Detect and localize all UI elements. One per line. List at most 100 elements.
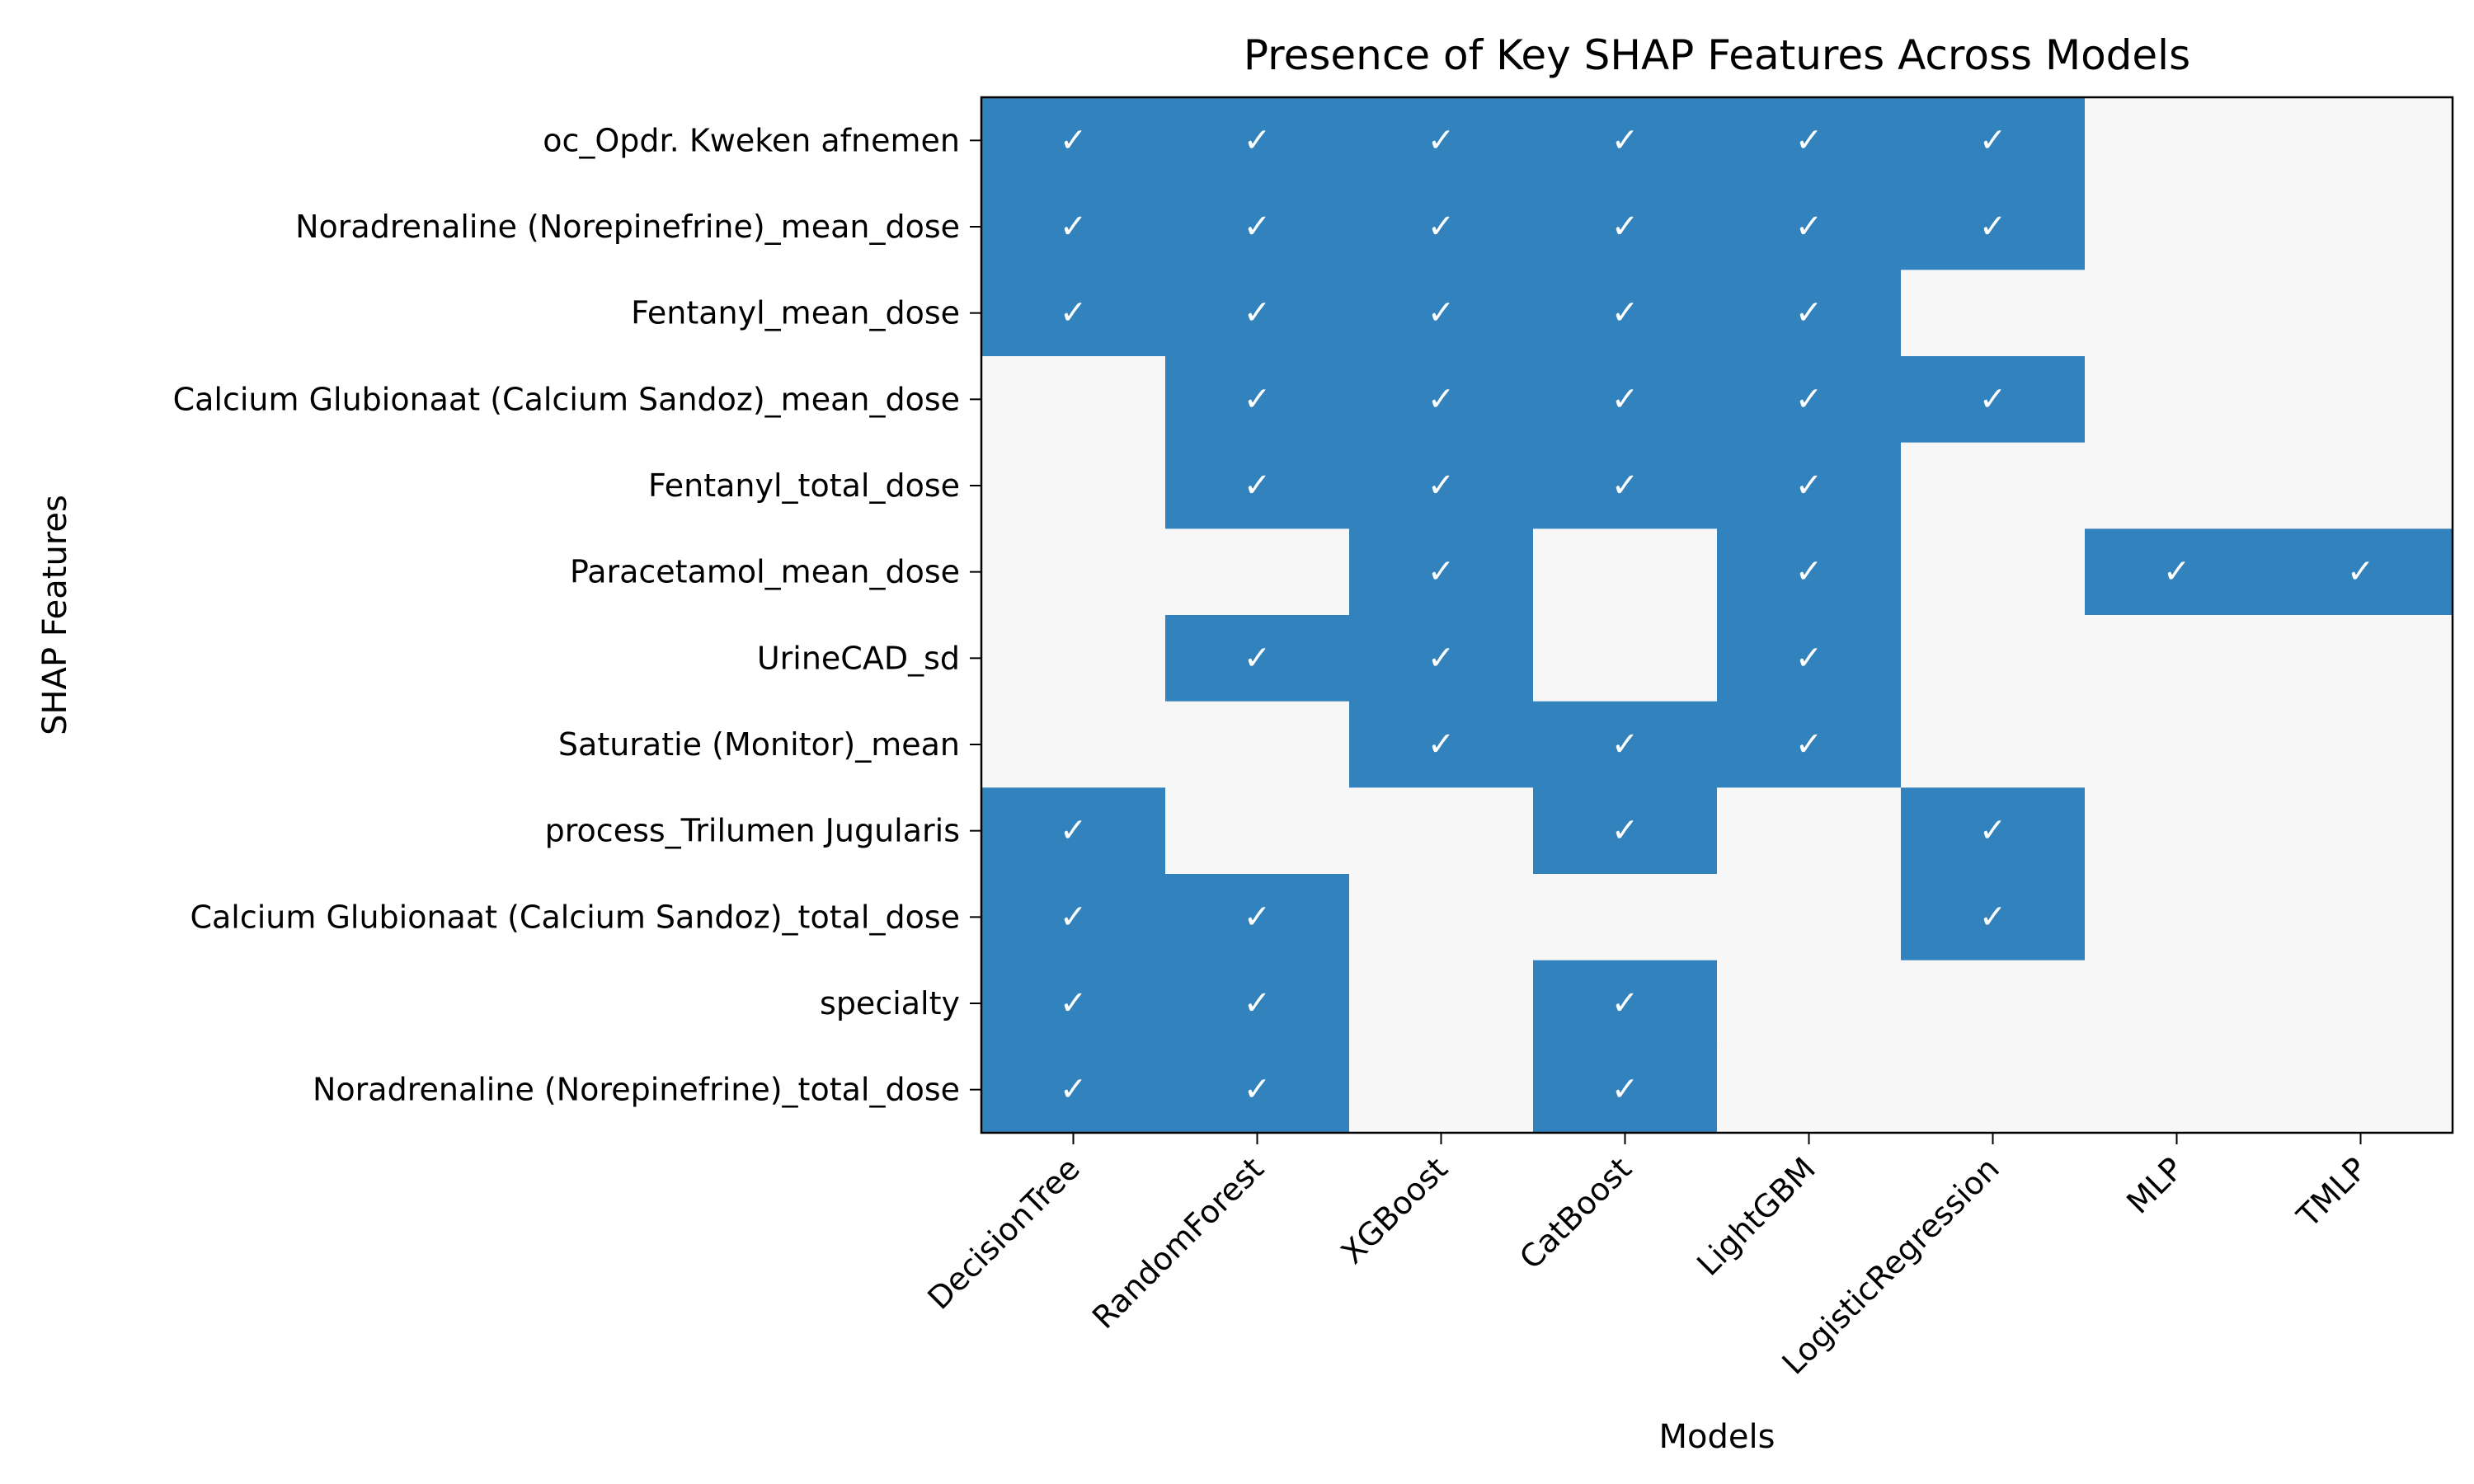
cell-calcium-glubionaat-calcium-sandoz-mean-dose-logisticregression <box>1901 356 2086 444</box>
cell-specialty-mlp <box>2085 960 2269 1047</box>
cell-calcium-glubionaat-calcium-sandoz-mean-dose-decisiontree <box>981 356 1166 444</box>
check-mark: ✓ <box>1244 380 1272 418</box>
cell-fentanyl-total-dose-tmlp <box>2269 442 2453 529</box>
y-tick-label: process_Trilumen Jugularis <box>545 813 960 849</box>
cell-paracetamol-mean-dose-mlp <box>2085 528 2269 616</box>
cell-paracetamol-mean-dose-logisticregression <box>1901 528 2086 616</box>
cell-process-trilumen-jugularis-mlp <box>2085 787 2269 875</box>
check-mark: ✓ <box>1979 812 2007 850</box>
cell-noradrenaline-norepinefrine-mean-dose-mlp <box>2085 183 2269 270</box>
cell-noradrenaline-norepinefrine-mean-dose-logisticregression <box>1901 183 2086 270</box>
cell-oc-opdr-kweken-afnemen-randomforest <box>1165 97 1350 185</box>
cell-paracetamol-mean-dose-catboost <box>1533 528 1718 616</box>
cell-calcium-glubionaat-calcium-sandoz-total-dose-lightgbm <box>1717 874 1902 961</box>
check-mark: ✓ <box>1611 380 1639 418</box>
cell-noradrenaline-norepinefrine-mean-dose-catboost <box>1533 183 1718 270</box>
check-mark: ✓ <box>1244 121 1272 159</box>
cell-noradrenaline-norepinefrine-total-dose-logisticregression <box>1901 1046 2086 1134</box>
cell-specialty-lightgbm <box>1717 960 1902 1047</box>
cell-noradrenaline-norepinefrine-mean-dose-xgboost <box>1349 183 1534 270</box>
cell-fentanyl-total-dose-logisticregression <box>1901 442 2086 529</box>
cell-calcium-glubionaat-calcium-sandoz-total-dose-catboost <box>1533 874 1718 961</box>
cell-fentanyl-mean-dose-xgboost <box>1349 270 1534 357</box>
check-mark: ✓ <box>1979 208 2007 246</box>
check-mark: ✓ <box>1244 1071 1272 1109</box>
y-tick-label: Fentanyl_total_dose <box>648 467 960 504</box>
cell-fentanyl-mean-dose-mlp <box>2085 270 2269 357</box>
check-mark: ✓ <box>1427 553 1456 591</box>
cell-noradrenaline-norepinefrine-mean-dose-tmlp <box>2269 183 2453 270</box>
cell-oc-opdr-kweken-afnemen-tmlp <box>2269 97 2453 185</box>
cell-fentanyl-total-dose-decisiontree <box>981 442 1166 529</box>
check-mark: ✓ <box>1244 467 1272 505</box>
check-mark: ✓ <box>1795 639 1823 677</box>
cell-fentanyl-total-dose-mlp <box>2085 442 2269 529</box>
cell-noradrenaline-norepinefrine-mean-dose-randomforest <box>1165 183 1350 270</box>
check-mark: ✓ <box>1427 726 1456 763</box>
check-mark: ✓ <box>1427 121 1456 159</box>
cell-saturatie-monitor-mean-logisticregression <box>1901 701 2086 788</box>
check-mark: ✓ <box>1244 294 1272 332</box>
cell-paracetamol-mean-dose-tmlp <box>2269 528 2453 616</box>
check-mark: ✓ <box>1060 898 1088 936</box>
cell-oc-opdr-kweken-afnemen-decisiontree <box>981 97 1166 185</box>
cell-urinecad-sd-decisiontree <box>981 615 1166 702</box>
cell-paracetamol-mean-dose-decisiontree <box>981 528 1166 616</box>
cell-fentanyl-mean-dose-logisticregression <box>1901 270 2086 357</box>
cell-fentanyl-total-dose-xgboost <box>1349 442 1534 529</box>
cell-calcium-glubionaat-calcium-sandoz-mean-dose-catboost <box>1533 356 1718 444</box>
cell-saturatie-monitor-mean-tmlp <box>2269 701 2453 788</box>
y-tick-label: Calcium Glubionaat (Calcium Sandoz)_tota… <box>190 899 960 935</box>
cell-paracetamol-mean-dose-randomforest <box>1165 528 1350 616</box>
x-axis-label: Models <box>1659 1418 1776 1456</box>
check-mark: ✓ <box>2163 553 2191 591</box>
check-mark: ✓ <box>1611 812 1639 850</box>
cell-saturatie-monitor-mean-decisiontree <box>981 701 1166 788</box>
cell-urinecad-sd-xgboost <box>1349 615 1534 702</box>
check-mark: ✓ <box>1060 1071 1088 1109</box>
check-mark: ✓ <box>1244 639 1272 677</box>
cell-noradrenaline-norepinefrine-total-dose-randomforest <box>1165 1046 1350 1134</box>
check-mark: ✓ <box>1060 121 1088 159</box>
cell-saturatie-monitor-mean-lightgbm <box>1717 701 1902 788</box>
cell-saturatie-monitor-mean-xgboost <box>1349 701 1534 788</box>
cell-noradrenaline-norepinefrine-total-dose-tmlp <box>2269 1046 2453 1134</box>
check-mark: ✓ <box>1427 294 1456 332</box>
cell-calcium-glubionaat-calcium-sandoz-total-dose-randomforest <box>1165 874 1350 961</box>
cell-fentanyl-mean-dose-catboost <box>1533 270 1718 357</box>
check-mark: ✓ <box>1060 208 1088 246</box>
cell-calcium-glubionaat-calcium-sandoz-total-dose-logisticregression <box>1901 874 2086 961</box>
cell-noradrenaline-norepinefrine-mean-dose-decisiontree <box>981 183 1166 270</box>
y-tick-label: Saturatie (Monitor)_mean <box>558 726 960 763</box>
cell-paracetamol-mean-dose-xgboost <box>1349 528 1534 616</box>
cell-calcium-glubionaat-calcium-sandoz-mean-dose-randomforest <box>1165 356 1350 444</box>
cell-fentanyl-mean-dose-decisiontree <box>981 270 1166 357</box>
cell-saturatie-monitor-mean-catboost <box>1533 701 1718 788</box>
cell-noradrenaline-norepinefrine-total-dose-decisiontree <box>981 1046 1166 1134</box>
cell-specialty-tmlp <box>2269 960 2453 1047</box>
cell-calcium-glubionaat-calcium-sandoz-mean-dose-mlp <box>2085 356 2269 444</box>
cell-oc-opdr-kweken-afnemen-lightgbm <box>1717 97 1902 185</box>
check-mark: ✓ <box>1427 380 1456 418</box>
heatmap-cells <box>981 97 2453 1134</box>
cell-calcium-glubionaat-calcium-sandoz-total-dose-decisiontree <box>981 874 1166 961</box>
check-mark: ✓ <box>1244 898 1272 936</box>
cell-paracetamol-mean-dose-lightgbm <box>1717 528 1902 616</box>
y-tick-label: Calcium Glubionaat (Calcium Sandoz)_mean… <box>173 381 960 417</box>
check-mark: ✓ <box>1060 984 1088 1022</box>
check-mark: ✓ <box>2347 553 2375 591</box>
check-mark: ✓ <box>1611 121 1639 159</box>
cell-urinecad-sd-tmlp <box>2269 615 2453 702</box>
check-mark: ✓ <box>1611 467 1639 505</box>
cell-process-trilumen-jugularis-xgboost <box>1349 787 1534 875</box>
y-tick-label: UrineCAD_sd <box>757 640 960 676</box>
check-mark: ✓ <box>1979 898 2007 936</box>
cell-process-trilumen-jugularis-logisticregression <box>1901 787 2086 875</box>
check-mark: ✓ <box>1611 726 1639 763</box>
cell-noradrenaline-norepinefrine-total-dose-mlp <box>2085 1046 2269 1134</box>
check-mark: ✓ <box>1060 294 1088 332</box>
check-mark: ✓ <box>1427 639 1456 677</box>
cell-calcium-glubionaat-calcium-sandoz-mean-dose-lightgbm <box>1717 356 1902 444</box>
cell-specialty-randomforest <box>1165 960 1350 1047</box>
